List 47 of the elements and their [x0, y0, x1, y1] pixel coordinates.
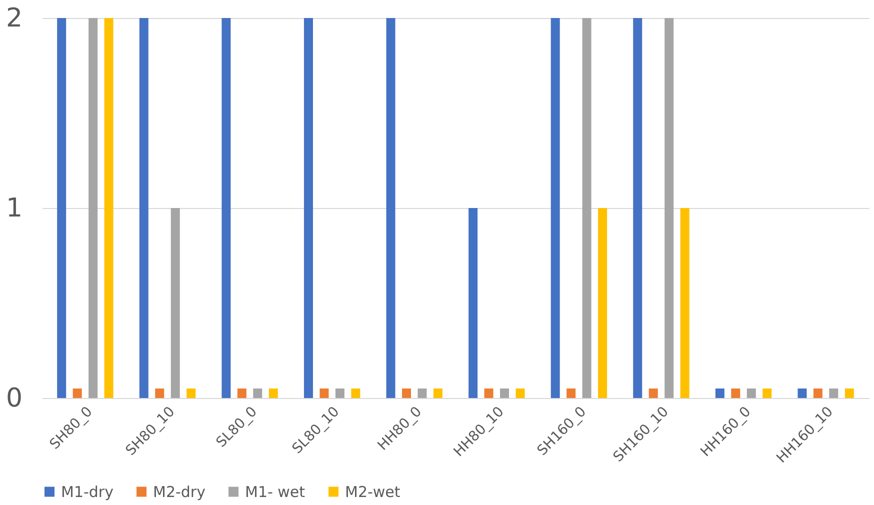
- legend-label: M2-wet: [345, 482, 400, 501]
- bar: [829, 388, 838, 398]
- bar: [253, 388, 262, 398]
- legend-label: M1-dry: [61, 482, 114, 501]
- bar: [268, 388, 278, 398]
- bar: [72, 388, 82, 398]
- bar: [104, 18, 114, 398]
- bar: [516, 388, 525, 398]
- bar: [500, 388, 510, 398]
- bar: [222, 18, 231, 398]
- legend-label: M2-dry: [153, 482, 206, 501]
- bar: [335, 388, 344, 398]
- bar: [798, 388, 807, 398]
- bar: [433, 388, 442, 398]
- bar: [633, 18, 642, 398]
- bar: [304, 18, 313, 398]
- bar: [648, 388, 658, 398]
- bar: [186, 388, 196, 398]
- bar: [715, 388, 724, 398]
- bar: [418, 388, 427, 398]
- bar: [844, 388, 854, 398]
- legend-label: M1- wet: [245, 482, 306, 501]
- bar: [88, 18, 98, 398]
- y-tick-label: 1: [6, 194, 22, 224]
- bar: [57, 18, 66, 398]
- bar: [468, 208, 478, 398]
- y-tick-label: 2: [6, 4, 22, 34]
- bar: [320, 388, 329, 398]
- bar: [550, 18, 560, 398]
- bar: [386, 18, 396, 398]
- bar: [582, 18, 592, 398]
- bar: [762, 388, 772, 398]
- bar: [566, 388, 576, 398]
- bar: [731, 388, 740, 398]
- bar: [402, 388, 411, 398]
- bar: [237, 388, 246, 398]
- bar: [155, 388, 164, 398]
- bar: [170, 208, 180, 398]
- bar: [598, 208, 608, 398]
- bar: [813, 388, 822, 398]
- bar: [680, 208, 690, 398]
- bar: [664, 18, 674, 398]
- y-tick-label: 0: [6, 384, 22, 414]
- bar: [139, 18, 148, 398]
- bar: [746, 388, 756, 398]
- bar: [484, 388, 494, 398]
- bar: [351, 388, 360, 398]
